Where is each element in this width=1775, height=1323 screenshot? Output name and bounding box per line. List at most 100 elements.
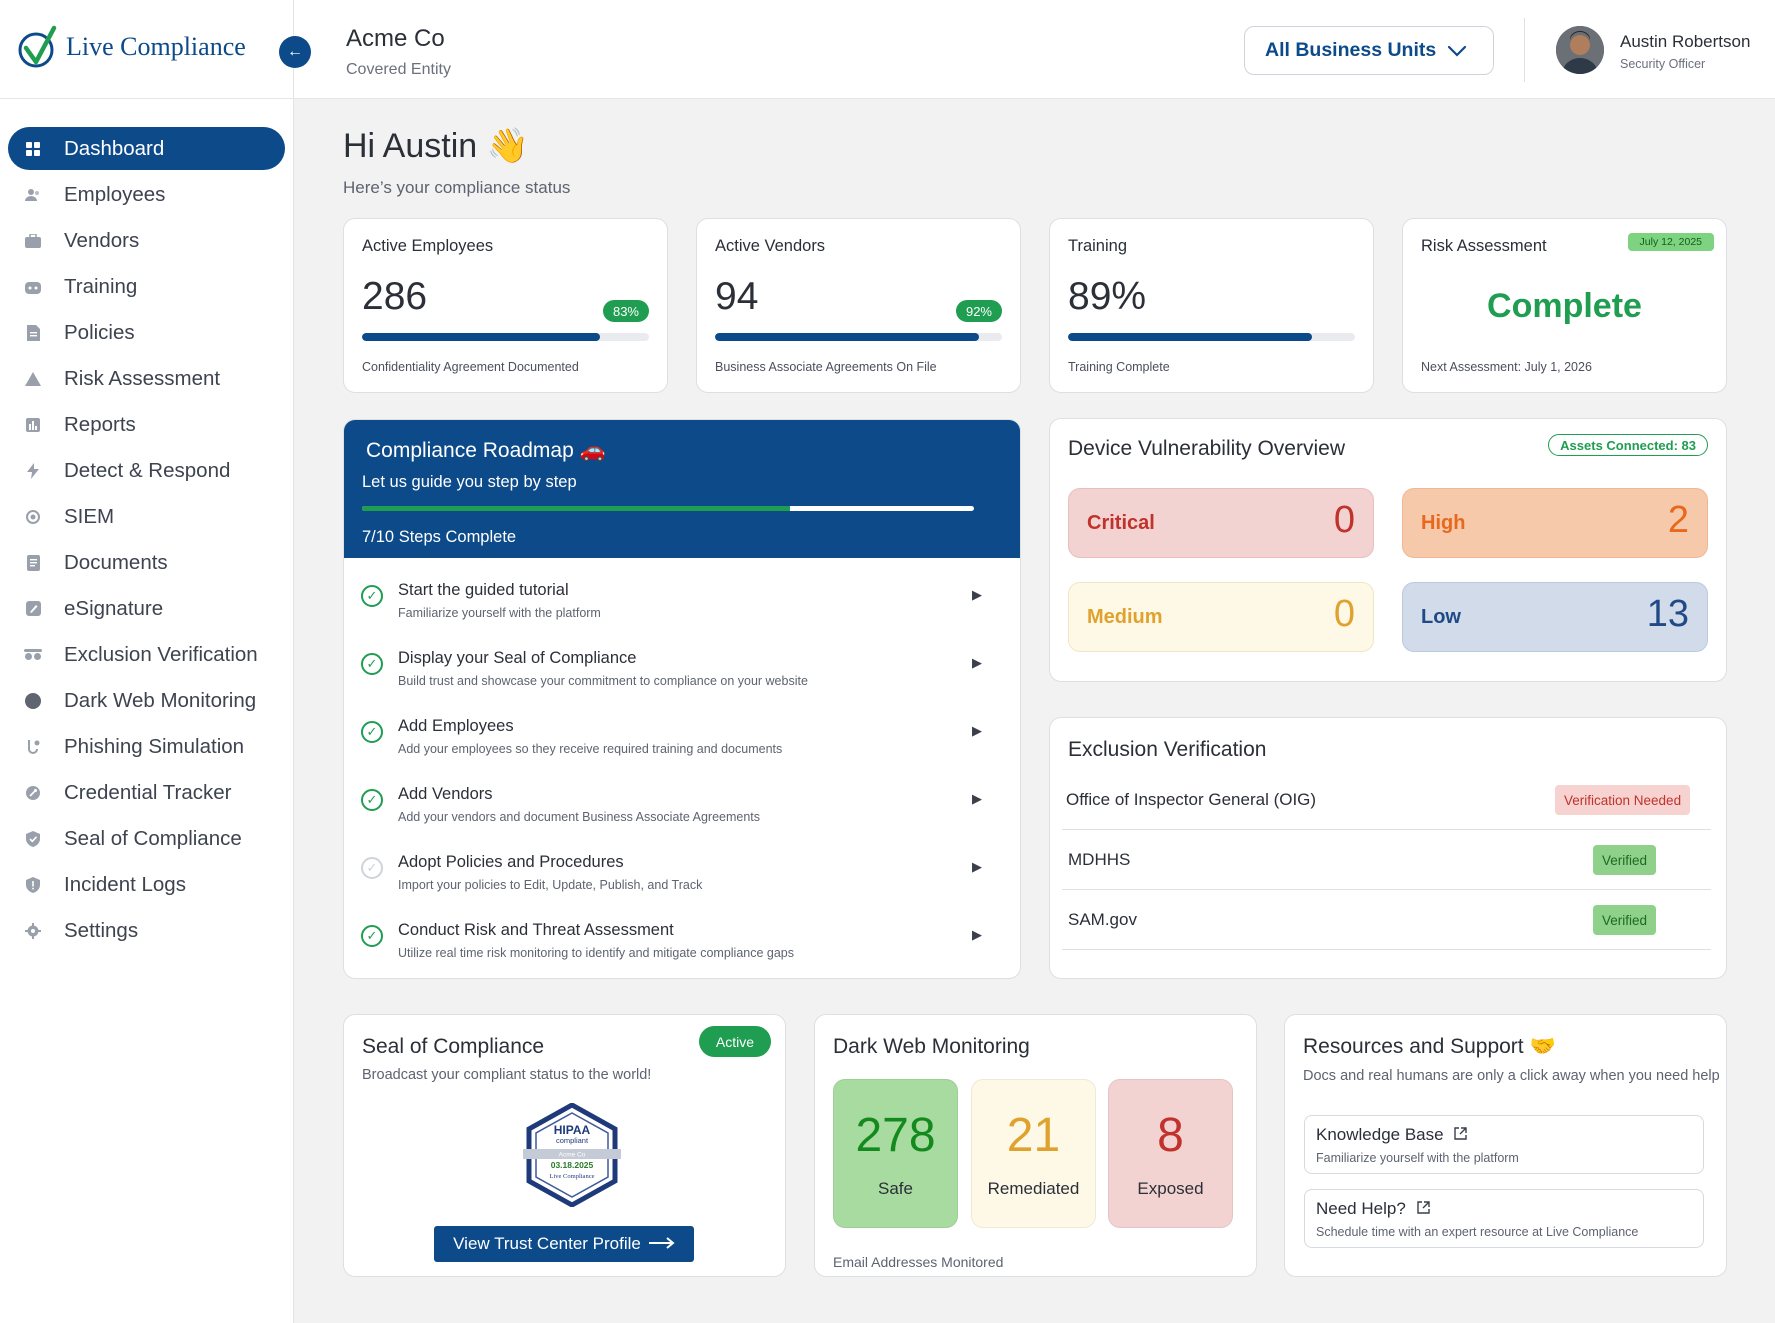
dark-web-remediated[interactable]: 21 Remediated <box>971 1079 1096 1228</box>
sidebar-item-label: Dashboard <box>64 136 165 160</box>
sidebar-item-label: Employees <box>64 182 166 206</box>
collapse-sidebar-button[interactable]: ← <box>279 36 311 68</box>
roadmap-steps-count: 7/10 Steps Complete <box>362 528 517 546</box>
card-value: 286 <box>362 275 428 318</box>
progress-bar <box>715 333 1002 341</box>
arrow-right-icon <box>648 1234 675 1254</box>
play-arrow-icon[interactable]: ▶ <box>972 655 982 670</box>
sidebar-item-credential-tracker[interactable]: Credential Tracker <box>8 771 285 814</box>
severity-medium[interactable]: Medium 0 <box>1068 582 1374 652</box>
exclusion-source: Office of Inspector General (OIG) <box>1066 790 1317 809</box>
sidebar-item-label: Detect & Respond <box>64 458 231 482</box>
roadmap-step[interactable]: ✓ Conduct Risk and Threat Assessment Utili… <box>344 917 1020 977</box>
button-label: View Trust Center Profile <box>453 1234 641 1253</box>
dark-web-label: Exposed <box>1137 1179 1204 1198</box>
dark-web-label: Safe <box>878 1179 913 1198</box>
severity-high[interactable]: High 2 <box>1402 488 1708 558</box>
check-circle-icon: ✓ <box>361 857 383 879</box>
sidebar-item-label: Settings <box>64 918 139 942</box>
seal-company-text: Acme Co <box>559 1152 586 1159</box>
step-description: Utilize real time risk monitoring to ide… <box>398 946 795 960</box>
seal-date-text: 03.18.2025 <box>551 1160 594 1170</box>
step-description: Familiarize yourself with the platform <box>398 606 601 620</box>
lightning-icon <box>24 462 42 480</box>
roadmap-step[interactable]: ✓ Display your Seal of Compliance Build tr… <box>344 645 1020 705</box>
active-vendors-card[interactable]: Active Vendors 94 92% Business Associate… <box>696 218 1021 393</box>
step-title: Conduct Risk and Threat Assessment <box>398 921 674 939</box>
roadmap-step[interactable]: ✓ Start the guided tutorial Familiarize yo… <box>344 577 1020 637</box>
exclusion-row-mdhhs[interactable]: MDHHS Verified <box>1062 830 1711 890</box>
active-employees-card[interactable]: Active Employees 286 83% Confidentiality… <box>343 218 668 393</box>
sidebar-item-phishing-simulation[interactable]: Phishing Simulation <box>8 725 285 768</box>
play-arrow-icon[interactable]: ▶ <box>972 859 982 874</box>
sidebar-item-detect-respond[interactable]: Detect & Respond <box>8 449 285 492</box>
exclusion-row-oig[interactable]: Office of Inspector General (OIG) Verifi… <box>1062 770 1711 830</box>
user-role: Security Officer <box>1620 57 1706 71</box>
dark-web-safe[interactable]: 278 Safe <box>833 1079 958 1228</box>
circle-icon <box>24 692 42 710</box>
sidebar-item-label: SIEM <box>64 504 115 528</box>
percent-badge: 83% <box>602 300 649 322</box>
sidebar-item-siem[interactable]: SIEM <box>8 495 285 538</box>
roadmap-step[interactable]: ✓ Adopt Policies and Procedures Import you… <box>344 849 1020 909</box>
roadmap-progress-bar <box>362 506 974 511</box>
sidebar-item-documents[interactable]: Documents <box>8 541 285 584</box>
card-title: Active Employees <box>362 237 494 255</box>
bar-chart-icon <box>24 416 42 434</box>
warning-icon <box>24 370 42 388</box>
grid-icon <box>24 140 42 158</box>
sidebar-item-exclusion-verification[interactable]: Exclusion Verification <box>8 633 285 676</box>
card-title: Training <box>1068 237 1127 255</box>
device-vulnerability-card: Device Vulnerability Overview Assets Con… <box>1049 418 1727 682</box>
business-unit-select[interactable]: All Business Units <box>1244 26 1494 75</box>
sidebar-item-risk-assessment[interactable]: Risk Assessment <box>8 357 285 400</box>
header-divider <box>1524 18 1525 82</box>
severity-label: Critical <box>1087 511 1155 534</box>
card-subtitle: Docs and real humans are only a click aw… <box>1303 1068 1720 1084</box>
sidebar-item-policies[interactable]: Policies <box>8 311 285 354</box>
user-name[interactable]: Austin Robertson <box>1620 32 1751 51</box>
sidebar-item-label: Phishing Simulation <box>64 734 245 758</box>
step-title: Add Employees <box>398 717 514 735</box>
need-help-link[interactable]: Need Help? Schedule time with an expert … <box>1304 1189 1704 1248</box>
external-link-icon <box>1416 1201 1430 1217</box>
exclusion-row-sam[interactable]: SAM.gov Verified <box>1062 890 1711 950</box>
sidebar-item-label: eSignature <box>64 596 164 620</box>
sidebar-item-label: Reports <box>64 412 136 436</box>
severity-critical[interactable]: Critical 0 <box>1068 488 1374 558</box>
knowledge-base-link[interactable]: Knowledge Base Familiarize yourself with… <box>1304 1115 1704 1174</box>
check-circle-icon: ✓ <box>361 925 383 947</box>
app-logo[interactable]: Live Compliance <box>18 24 246 70</box>
sidebar-item-employees[interactable]: Employees <box>8 173 285 216</box>
sidebar-item-dashboard[interactable]: Dashboard <box>8 127 285 170</box>
dark-web-exposed[interactable]: 8 Exposed <box>1108 1079 1233 1228</box>
risk-assessment-card[interactable]: Risk Assessment July 12, 2025 Complete N… <box>1402 218 1727 393</box>
sidebar-item-incident-logs[interactable]: Incident Logs <box>8 863 285 906</box>
dark-web-count: 8 <box>1157 1109 1184 1162</box>
play-arrow-icon[interactable]: ▶ <box>972 587 982 602</box>
avatar[interactable] <box>1556 26 1604 74</box>
hook-icon <box>24 738 42 756</box>
sidebar-item-seal-of-compliance[interactable]: Seal of Compliance <box>8 817 285 860</box>
sidebar-item-vendors[interactable]: Vendors <box>8 219 285 262</box>
severity-low[interactable]: Low 13 <box>1402 582 1708 652</box>
link-title-row: Need Help? <box>1316 1199 1430 1219</box>
play-arrow-icon[interactable]: ▶ <box>972 723 982 738</box>
roadmap-step[interactable]: ✓ Add Employees Add your employees so they… <box>344 713 1020 773</box>
sidebar-item-reports[interactable]: Reports <box>8 403 285 446</box>
progress-fill <box>1068 333 1312 341</box>
sidebar-item-dark-web-monitoring[interactable]: Dark Web Monitoring <box>8 679 285 722</box>
roadmap-subtitle: Let us guide you step by step <box>362 473 577 491</box>
sidebar-item-esignature[interactable]: eSignature <box>8 587 285 630</box>
play-arrow-icon[interactable]: ▶ <box>972 791 982 806</box>
sidebar-item-settings[interactable]: Settings <box>8 909 285 952</box>
link-description: Familiarize yourself with the platform <box>1316 1151 1519 1165</box>
roadmap-step[interactable]: ✓ Add Vendors Add your vendors and documen… <box>344 781 1020 841</box>
play-arrow-icon[interactable]: ▶ <box>972 927 982 942</box>
view-trust-center-button[interactable]: View Trust Center Profile <box>434 1226 694 1262</box>
sidebar-item-label: Dark Web Monitoring <box>64 688 257 712</box>
sidebar-item-training[interactable]: Training <box>8 265 285 308</box>
training-card[interactable]: Training 89% Training Complete <box>1049 218 1374 393</box>
card-title: Exclusion Verification <box>1068 738 1267 761</box>
exclusion-source: MDHHS <box>1068 850 1131 869</box>
